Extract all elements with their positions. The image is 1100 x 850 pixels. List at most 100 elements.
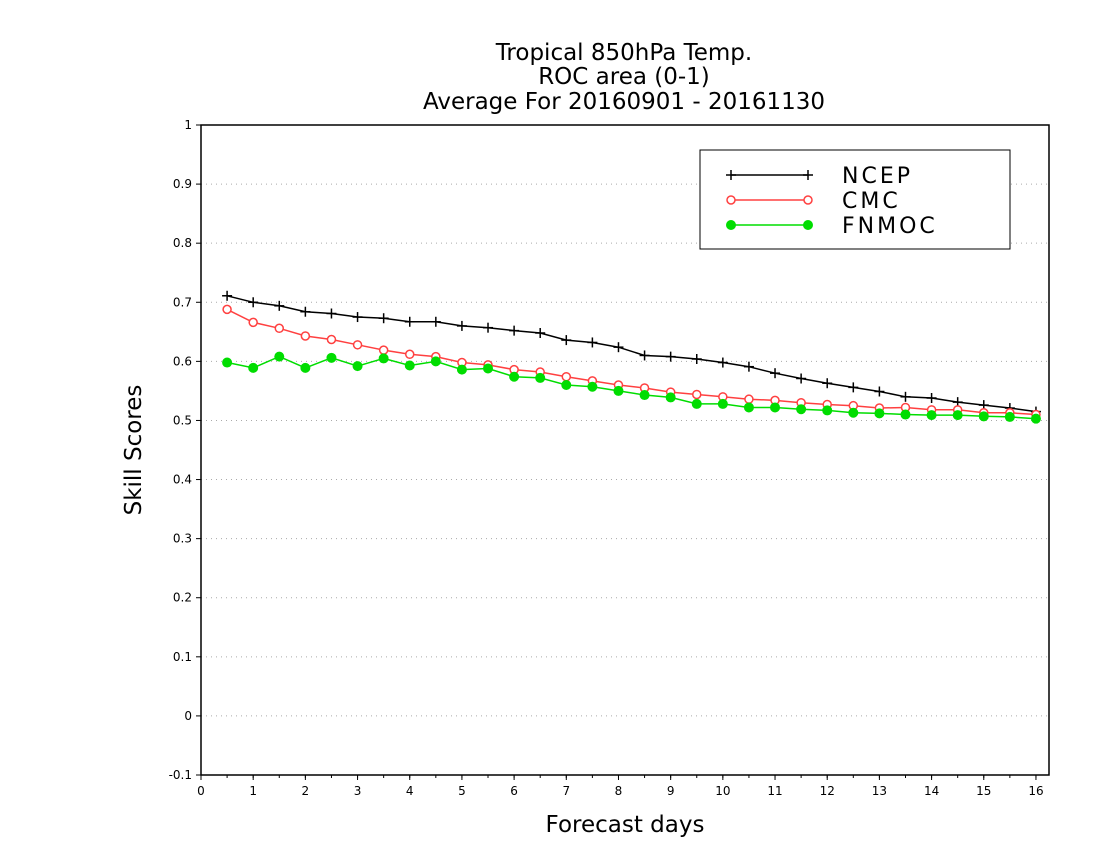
data-point-cmc [744, 394, 754, 404]
data-point-fnmoc [822, 405, 833, 416]
data-point-ncep [613, 342, 624, 353]
data-series [222, 290, 1041, 424]
title-line-3: Average For 20160901 - 20161130 [423, 89, 825, 115]
data-point-ncep [456, 320, 467, 331]
legend-label-cmc: CMC [842, 189, 901, 214]
data-point-ncep [561, 335, 572, 346]
title-line-2: ROC area (0-1) [538, 64, 710, 90]
y-tick-label: 0.6 [173, 354, 192, 368]
data-point-cmc [561, 371, 572, 382]
x-tick-label: 15 [976, 784, 991, 798]
data-point-fnmoc [248, 362, 259, 373]
data-point-ncep [848, 382, 859, 393]
data-point-fnmoc [456, 364, 467, 375]
data-point-fnmoc [770, 402, 781, 413]
x-tick-label: 13 [872, 784, 887, 798]
data-point-ncep [483, 322, 494, 333]
data-point-fnmoc [378, 353, 389, 364]
data-point-cmc [274, 323, 285, 334]
data-point-fnmoc [978, 411, 989, 422]
series-line-fnmoc [226, 355, 1037, 420]
x-tick-label: 7 [562, 784, 570, 798]
data-point-fnmoc [613, 385, 624, 396]
data-point-cmc [222, 304, 232, 315]
legend-marker-fnmoc [726, 220, 736, 230]
data-point-fnmoc [874, 408, 885, 419]
data-point-fnmoc [352, 361, 363, 372]
data-point-ncep [770, 368, 781, 379]
title-line-1: Tropical 850hPa Temp. [495, 40, 752, 66]
data-point-fnmoc [952, 410, 963, 421]
data-point-fnmoc [535, 372, 546, 383]
y-axis-label: Skill Scores [121, 385, 147, 516]
data-point-ncep [639, 350, 650, 361]
legend-marker-cmc [803, 195, 813, 205]
data-point-ncep [300, 306, 311, 317]
series-fnmoc [222, 351, 1041, 424]
data-point-fnmoc [509, 371, 520, 382]
data-point-fnmoc [1004, 411, 1015, 422]
legend-entry-fnmoc: FNMOC [726, 214, 938, 239]
data-point-ncep [404, 316, 415, 327]
data-point-ncep [222, 290, 233, 301]
x-tick-label: 2 [302, 784, 310, 798]
data-point-fnmoc [274, 351, 285, 362]
data-point-ncep [248, 297, 259, 308]
legend-marker-cmc [726, 195, 736, 205]
data-point-ncep [665, 351, 676, 362]
data-point-ncep [430, 316, 441, 327]
y-tick-label: 0.7 [173, 295, 192, 309]
x-tick-label: 5 [458, 784, 466, 798]
data-point-fnmoc [639, 390, 650, 401]
data-point-ncep [926, 393, 937, 403]
x-tick-label: 8 [615, 784, 623, 798]
legend-marker-ncep [803, 170, 813, 180]
x-tick-label: 14 [924, 784, 939, 798]
x-tick-label: 0 [197, 784, 205, 798]
data-point-fnmoc [222, 357, 233, 368]
y-tick-label: 0.5 [173, 413, 192, 427]
legend-label-fnmoc: FNMOC [842, 214, 938, 239]
data-point-ncep [796, 373, 807, 384]
y-tick-label: 0 [184, 709, 192, 723]
legend-marker-ncep [726, 170, 736, 180]
legend-entry-ncep: NCEP [726, 164, 913, 189]
data-point-cmc [378, 345, 389, 355]
data-point-ncep [274, 300, 285, 311]
x-tick-label: 3 [354, 784, 362, 798]
data-point-cmc [248, 317, 258, 328]
data-point-fnmoc [300, 362, 311, 373]
data-point-fnmoc [743, 402, 754, 413]
data-point-ncep [352, 312, 363, 323]
x-axis: 0 1 2 3 4 5 6 7 8 9 10 11 12 13 14 15 16 [197, 775, 1044, 798]
y-tick-label: 0.3 [173, 532, 192, 546]
data-point-fnmoc [1030, 413, 1041, 424]
data-point-cmc [300, 331, 311, 341]
x-tick-label: 11 [767, 784, 782, 798]
data-point-fnmoc [326, 352, 337, 363]
x-tick-label: 6 [510, 784, 518, 798]
data-point-ncep [822, 378, 833, 389]
x-tick-label: 12 [820, 784, 835, 798]
x-tick-label: 1 [249, 784, 257, 798]
data-point-ncep [378, 313, 389, 324]
data-point-ncep [900, 391, 911, 402]
series-line-ncep [226, 295, 1037, 413]
chart-title: Tropical 850hPa Temp. ROC area (0-1) Ave… [423, 40, 825, 115]
data-point-ncep [743, 361, 754, 372]
y-tick-label: 1 [184, 118, 192, 132]
data-point-ncep [691, 354, 702, 364]
data-point-cmc [352, 340, 363, 350]
data-point-ncep [326, 308, 337, 319]
data-point-ncep [874, 386, 885, 397]
x-axis-label: Forecast days [546, 812, 705, 838]
legend-entry-cmc: CMC [726, 189, 901, 214]
data-point-ncep [587, 337, 598, 348]
legend-label-ncep: NCEP [842, 164, 913, 189]
data-point-fnmoc [665, 392, 676, 403]
x-tick-label: 9 [667, 784, 675, 798]
plot-frame [200, 124, 1050, 776]
y-tick-label: 0.9 [173, 177, 192, 191]
